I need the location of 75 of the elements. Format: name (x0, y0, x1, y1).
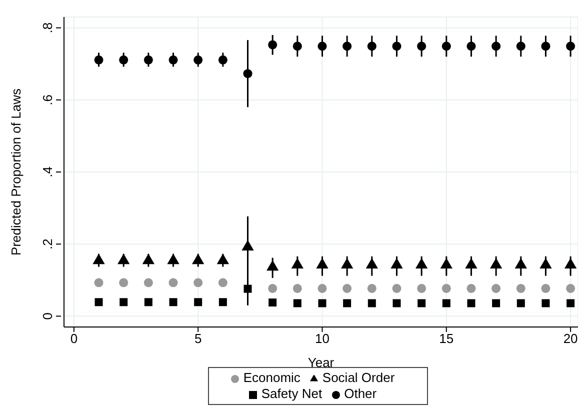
point (516, 42, 526, 51)
point (368, 299, 376, 308)
point (168, 278, 178, 288)
point (119, 278, 128, 288)
point (467, 299, 476, 308)
point (218, 278, 228, 288)
point (492, 299, 500, 308)
point (516, 284, 526, 293)
point (119, 55, 128, 64)
point (293, 299, 302, 308)
point (194, 298, 202, 306)
point (466, 284, 476, 293)
point (169, 298, 178, 306)
point (542, 299, 550, 308)
point (268, 284, 278, 293)
point (492, 42, 501, 51)
point (392, 42, 402, 51)
x-tick-label: 0 (70, 331, 78, 346)
point (318, 284, 327, 293)
legend-label: Economic (243, 370, 300, 385)
legend-label: Other (344, 386, 377, 401)
point (417, 284, 426, 293)
y-tick-label: .8 (40, 22, 55, 34)
point (243, 69, 252, 78)
point (94, 278, 104, 288)
point (292, 42, 302, 51)
point (392, 284, 402, 293)
point (244, 284, 252, 293)
point (442, 42, 451, 51)
point (144, 55, 153, 64)
point (492, 284, 501, 293)
point (566, 299, 575, 308)
x-tick-label: 15 (439, 331, 454, 346)
point (566, 284, 576, 293)
point (218, 55, 228, 64)
point (342, 42, 352, 51)
y-axis-title: Predicted Proportion of Laws (8, 88, 24, 256)
point (442, 299, 450, 308)
point (268, 298, 277, 306)
point (144, 298, 152, 306)
point (343, 299, 352, 308)
point (94, 55, 104, 64)
legend-label: Social Order (322, 370, 395, 385)
point (541, 42, 550, 51)
point (144, 278, 153, 288)
legend-label: Safety Net (261, 386, 322, 401)
point (292, 284, 302, 293)
point (194, 55, 203, 64)
point (120, 298, 128, 306)
point (318, 299, 326, 308)
point (418, 299, 426, 308)
point (541, 284, 550, 293)
point (417, 42, 426, 51)
point (367, 284, 376, 293)
y-tick-label: .6 (40, 94, 55, 106)
point (392, 299, 401, 308)
point (318, 42, 327, 51)
point (268, 40, 278, 50)
point (442, 284, 451, 293)
x-tick-label: 5 (194, 331, 202, 346)
x-tick-label: 10 (315, 331, 330, 346)
point (516, 299, 525, 308)
point (367, 42, 376, 51)
point (94, 298, 103, 306)
x-tick-label: 20 (563, 331, 578, 346)
point (566, 42, 576, 51)
y-tick-label: 0 (40, 312, 55, 320)
point (218, 298, 227, 306)
x-axis-title: Year (308, 355, 335, 370)
y-tick-label: .4 (40, 166, 55, 178)
point (342, 284, 352, 293)
point (194, 278, 203, 288)
point (466, 42, 476, 51)
y-tick-label: .2 (40, 238, 55, 250)
point (168, 55, 178, 64)
